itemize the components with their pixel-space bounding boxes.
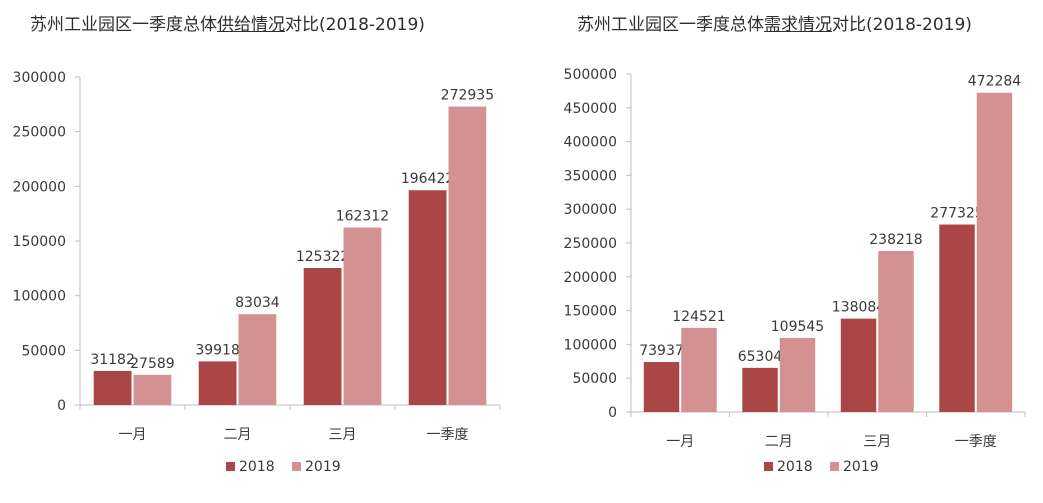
demand-y-tick-label: 0 [608,405,617,421]
demand-data-label: 65304 [738,349,783,365]
supply-y-tick-label: 200000 [13,179,66,195]
demand-legend-swatch [830,462,839,471]
demand-y-tick-label: 500000 [564,67,617,83]
supply-bar-2018 [303,267,342,405]
demand-title-part-1: 苏州工业园区一季度总体 [577,15,764,35]
demand-title-part-2: 需求情况 [764,15,832,35]
demand-y-tick-label: 450000 [564,101,617,117]
supply-legend-label: 2018 [239,459,275,475]
demand-data-label: 138084 [832,300,886,316]
supply-data-label: 39918 [195,342,240,358]
supply-legend-label: 2019 [305,459,341,475]
demand-y-tick-label: 100000 [564,337,617,353]
demand-category-label: 二月 [765,434,793,450]
supply-bar-2018 [93,370,132,405]
supply-bar-2019 [448,106,487,405]
demand-bar-2018 [643,362,680,412]
demand-data-label: 238218 [869,232,922,248]
demand-bar-2019 [878,250,914,412]
supply-chart-panel: 苏州工业园区一季度总体供给情况对比(2018-2019) 0 50000 10000… [0,0,520,503]
supply-category-label: 一季度 [427,427,469,443]
supply-data-label: 83034 [235,295,280,311]
demand-chart-panel: 苏州工业园区一季度总体需求情况对比(2018-2019) 0 50000 10000… [523,0,1043,503]
supply-data-label: 31182 [90,352,135,368]
supply-bar-2018 [408,190,447,405]
demand-y-tick-label: 200000 [564,270,617,286]
demand-data-label: 73937 [639,343,684,359]
demand-data-label: 472284 [968,74,1022,90]
demand-bar-2018 [840,318,877,412]
supply-legend-swatch [226,462,235,471]
supply-y-tick-label: 150000 [13,234,66,250]
demand-y-tick-label: 350000 [564,168,617,184]
supply-title-part-3: 对比(2018-2019) [285,15,425,35]
demand-data-label: 124521 [672,309,725,325]
supply-y-tick-label: 0 [57,398,66,414]
demand-bar-2019 [779,337,816,412]
supply-data-label: 196422 [401,171,454,187]
demand-legend-label: 2018 [777,459,813,475]
demand-category-label: 三月 [863,434,891,450]
demand-title-part-3: 对比(2018-2019) [832,15,972,35]
supply-y-tick-label: 300000 [13,70,66,86]
supply-y-tick-label: 100000 [13,289,66,305]
supply-title-part-2: 供给情况 [217,15,285,35]
supply-bar-2018 [198,361,237,405]
demand-bar-2018 [939,224,975,412]
demand-bar-2018 [742,367,778,412]
demand-y-tick-label: 250000 [564,236,617,252]
demand-data-label: 277325 [930,206,983,222]
supply-data-label: 125322 [296,249,349,265]
demand-y-tick-label: 300000 [564,202,617,218]
supply-title-part-1: 苏州工业园区一季度总体 [30,15,217,35]
demand-data-label: 109545 [771,319,824,335]
supply-bar-2019 [343,227,382,405]
supply-chart-title: 苏州工业园区一季度总体供给情况对比(2018-2019) [30,10,425,35]
supply-category-label: 一月 [119,427,147,443]
demand-bar-2019 [681,327,717,412]
supply-bar-2019 [133,374,172,405]
demand-y-tick-label: 50000 [572,371,617,387]
supply-category-label: 二月 [224,427,252,443]
demand-legend-label: 2019 [843,459,879,475]
supply-data-label: 162312 [336,209,389,225]
demand-legend-swatch [764,462,773,471]
supply-data-label: 272935 [441,88,494,104]
supply-legend-swatch [292,462,301,471]
supply-y-tick-label: 50000 [21,343,66,359]
demand-category-label: 一季度 [955,434,997,450]
demand-y-tick-label: 400000 [564,135,617,151]
supply-y-tick-label: 250000 [13,125,66,141]
supply-category-label: 三月 [329,427,357,443]
supply-chart: 0 50000 100000 150000 200000 250000 300000 一月 31… [13,70,501,475]
demand-chart: 0 50000 100000 150000 200000 250000 300000 3500… [564,67,1026,475]
demand-chart-title: 苏州工业园区一季度总体需求情况对比(2018-2019) [577,10,972,35]
demand-category-label: 一月 [666,434,694,450]
demand-y-tick-label: 150000 [564,304,617,320]
demand-bar-2019 [976,92,1013,412]
supply-data-label: 27589 [130,356,175,372]
supply-bar-2019 [238,314,277,405]
